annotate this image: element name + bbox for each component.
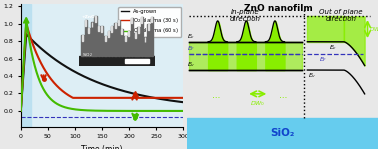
Bar [121,29,123,56]
Bar [141,17,143,56]
Bar [125,59,149,63]
Bar [135,32,136,38]
Bar [94,16,97,56]
Bar [144,37,147,56]
Bar [108,31,110,56]
Bar [95,16,96,21]
Text: $\cdots$: $\cdots$ [211,91,220,100]
Bar [91,22,93,56]
Bar [134,32,136,56]
Bar [108,31,109,37]
Bar [81,35,84,56]
Text: In-plane
direction: In-plane direction [230,9,261,22]
Text: $E_v$: $E_v$ [308,72,317,80]
Bar [88,28,89,33]
Bar [88,28,90,56]
Legend: As-grown, O$_2$ plasma (30 s), O$_2$ plasma (60 s): As-grown, O$_2$ plasma (30 s), O$_2$ pla… [118,7,181,38]
Text: SiO$_2$: SiO$_2$ [82,52,93,59]
Bar [138,27,140,56]
Bar [85,20,86,26]
Bar [151,17,152,22]
Text: $DW_0$: $DW_0$ [250,99,265,108]
Bar [151,17,153,56]
Bar [105,36,106,41]
Bar [148,24,149,30]
Bar [127,31,130,56]
Bar [131,18,132,23]
Text: $E_F$: $E_F$ [319,55,327,64]
Text: +ZnO: +ZnO [82,15,95,19]
Text: $E_F$: $E_F$ [187,44,196,53]
Bar [101,26,102,32]
Bar [79,56,155,66]
Bar [144,37,146,42]
Bar [118,20,119,25]
Bar [85,20,87,56]
Bar [138,27,139,33]
Bar [131,18,133,56]
Text: ZnO nanofilm: ZnO nanofilm [244,4,313,13]
Bar [104,36,107,56]
Text: $\cdots$: $\cdots$ [278,91,287,100]
Text: Out of plane
direction: Out of plane direction [319,9,363,22]
Bar [147,24,150,56]
Bar [21,4,31,127]
Bar [128,31,129,36]
Bar [114,22,117,56]
Bar [101,26,104,56]
Bar [111,26,113,56]
Text: $E_c$: $E_c$ [187,32,195,41]
Bar [98,26,99,31]
Bar [141,17,142,22]
Text: $DW_0$: $DW_0$ [369,25,378,34]
X-axis label: Time (min): Time (min) [81,145,123,149]
Bar [121,29,122,34]
Bar [187,118,378,149]
Bar [189,42,302,70]
Bar [91,22,93,27]
Bar [124,36,127,56]
Text: $E_v$: $E_v$ [187,60,196,69]
Bar [115,22,116,28]
Text: SiO₂: SiO₂ [270,128,295,138]
Bar [118,20,120,56]
Text: $E_c$: $E_c$ [329,43,338,52]
Bar [98,26,100,56]
